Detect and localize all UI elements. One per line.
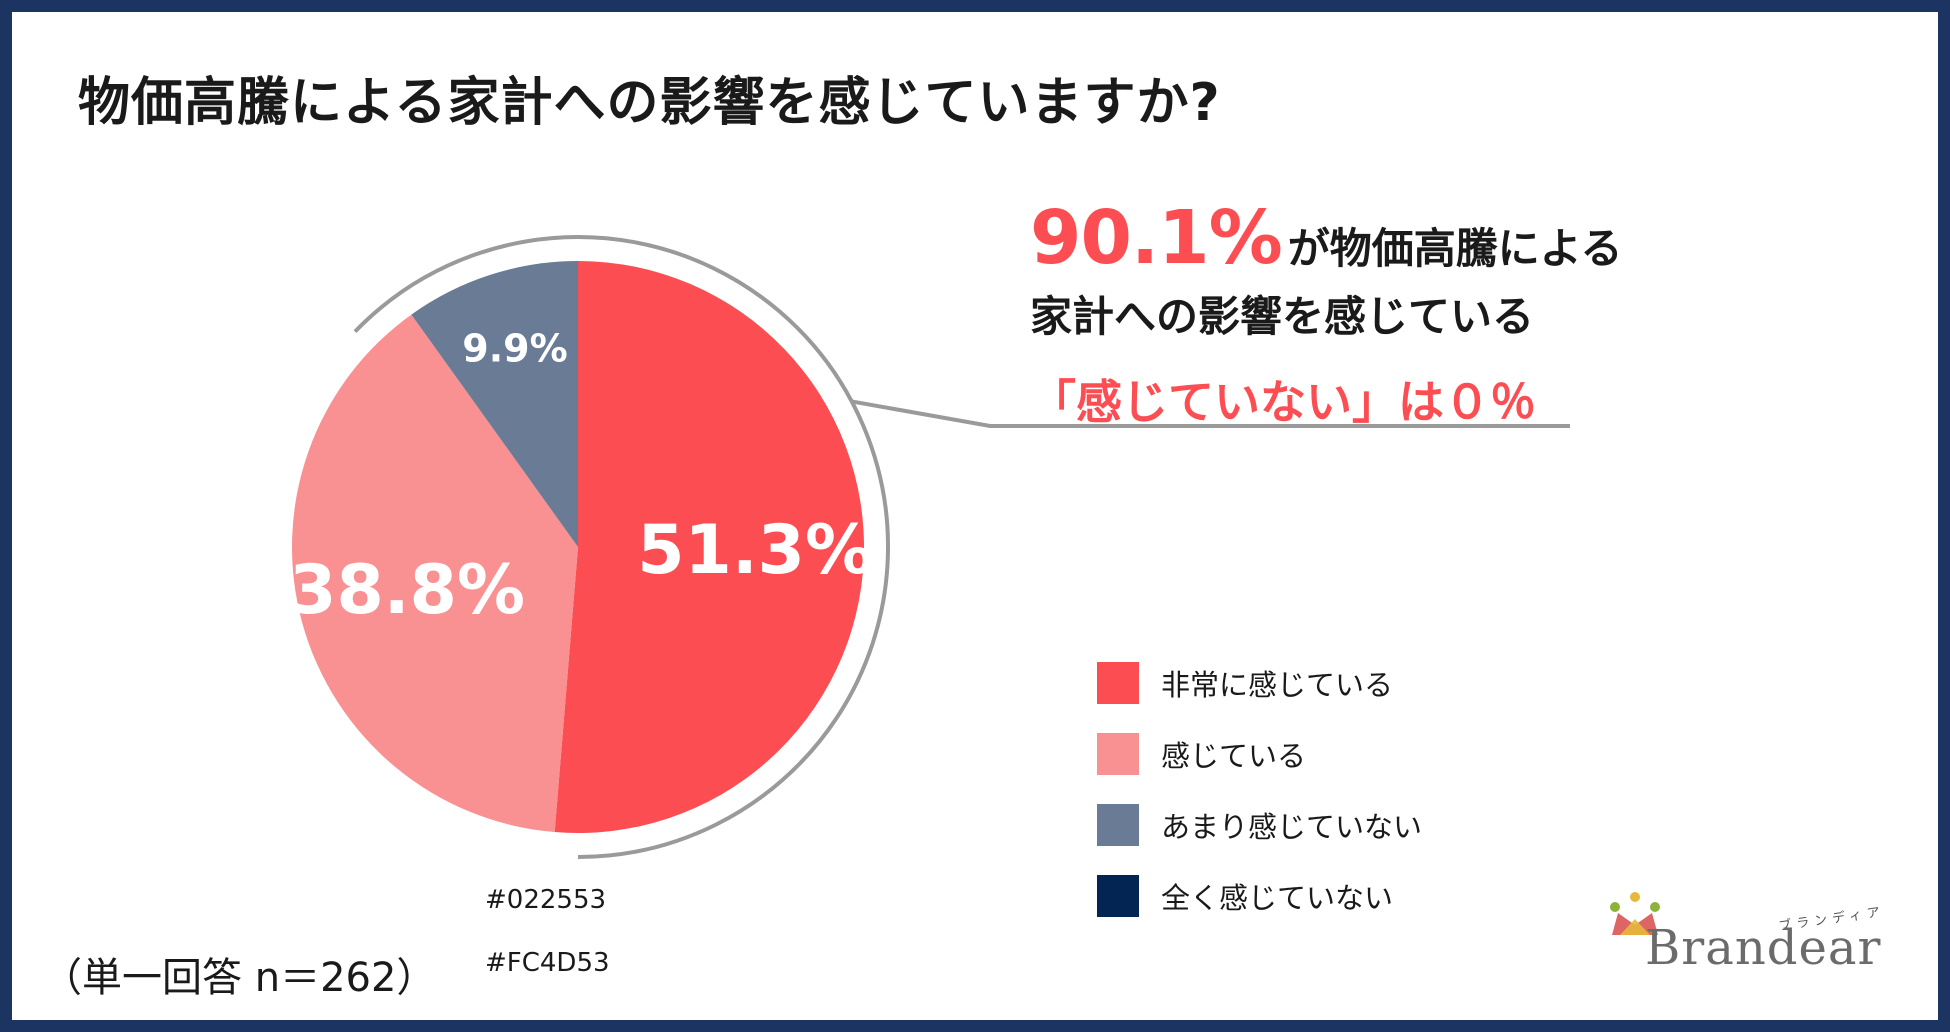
legend-label-1: 非常に感じている	[1161, 668, 1394, 702]
brandear-logo: ブランディア Brandear	[1600, 885, 1900, 985]
pie-slice-labels: 51.3% 38.8% 9.9%	[289, 326, 873, 629]
callout-line-1-rest: が物価高騰による	[1287, 224, 1623, 273]
legend-label-3: あまり感じていない	[1161, 810, 1423, 844]
chart-legend: 非常に感じている 感じているあまり感じていない 全く感じていない	[1097, 662, 1422, 946]
chart-title: 物価高騰による家計への影響を感じていますか?	[78, 73, 1221, 133]
callout-highlight-value: 90.1%	[1030, 195, 1283, 281]
pie-bracket-arc	[353, 235, 890, 859]
pie-slice-3	[411, 261, 578, 547]
legend-label-4: 全く感じていない	[1161, 881, 1394, 915]
color-note-b: #FC4D53	[485, 948, 610, 978]
logo-text: Brandear	[1645, 920, 1882, 976]
callout-line-1: 90.1% が物価高騰による	[1030, 195, 1622, 281]
pie-slice-label-2: 38.8%	[289, 551, 525, 630]
legend-swatch-3	[1097, 804, 1139, 846]
sample-size-note: （単一回答 n＝262）	[42, 955, 437, 1001]
legend-swatch-4	[1097, 875, 1139, 917]
callout-text: 90.1% が物価高騰による 家計への影響を感じている 「感じていない」は０％	[1030, 195, 1622, 432]
callout-line-2: 家計への影響を感じている	[1030, 292, 1535, 341]
callout-line-3: 「感じていない」は０％	[1030, 375, 1536, 429]
crown-icon	[1610, 892, 1660, 935]
pie-slice-label-1: 51.3%	[637, 511, 873, 590]
legend-item-3: あまり感じていない	[1097, 804, 1422, 846]
pie-slice-1	[554, 261, 864, 833]
pie-slice-2	[291, 314, 578, 833]
legend-item-4: 全く感じていない	[1097, 875, 1422, 917]
color-note-a: #022553	[485, 885, 607, 915]
legend-swatch-2	[1097, 733, 1139, 775]
legend-item-1: 非常に感じている	[1097, 662, 1422, 704]
legend-label-2: 感じている	[1161, 739, 1307, 773]
legend-swatch-1	[1097, 662, 1139, 704]
callout-pointer-line	[851, 399, 1570, 428]
legend-item-2: 感じている	[1097, 733, 1422, 775]
pie-slices	[291, 261, 864, 833]
pie-slice-label-3: 9.9%	[462, 326, 567, 370]
